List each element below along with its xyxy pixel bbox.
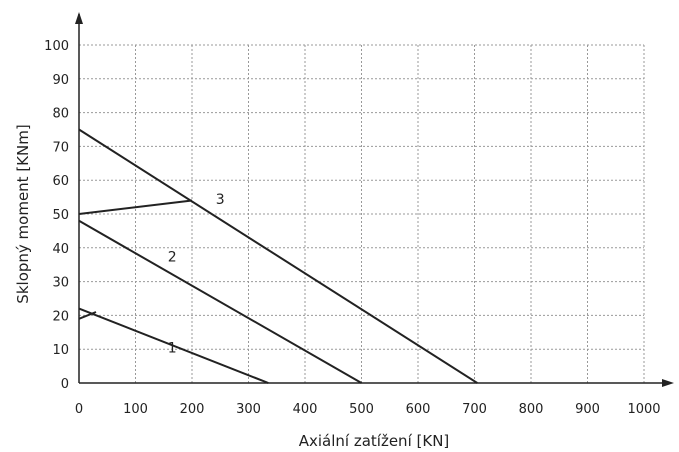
y-axis-arrow <box>75 12 83 24</box>
y-tick-label: 20 <box>52 309 69 324</box>
curve-label-3: 3 <box>216 192 225 208</box>
y-tick-label: 90 <box>52 73 69 88</box>
x-axis-title: Axiální zatížení [KN] <box>299 432 450 450</box>
x-tick-label: 600 <box>406 402 431 417</box>
y-tick-label: 30 <box>52 276 69 291</box>
x-tick-label: 400 <box>293 402 318 417</box>
x-tick-label: 500 <box>349 402 374 417</box>
y-tick-label: 10 <box>52 343 69 358</box>
y-tick-label: 60 <box>52 174 69 189</box>
curve-label-2: 2 <box>168 249 177 265</box>
curve-label-1: 1 <box>168 341 177 357</box>
x-tick-label: 800 <box>519 402 544 417</box>
y-axis-title: Sklopný moment [KNm] <box>14 124 32 303</box>
x-tick-label: 0 <box>75 402 83 417</box>
y-tick-label: 50 <box>52 208 69 223</box>
curve-labels: 1 2 3 <box>168 192 225 357</box>
x-tick-label: 300 <box>236 402 261 417</box>
y-tick-label: 100 <box>44 39 69 54</box>
x-tick-label: 100 <box>123 402 148 417</box>
y-tick-label: 40 <box>52 242 69 257</box>
grid <box>79 44 645 383</box>
x-tick-label: 1000 <box>627 402 660 417</box>
y-tick-label: 0 <box>61 377 69 392</box>
x-tick-labels: 0 100 200 300 400 500 600 700 800 900 1000 <box>75 402 661 417</box>
series-line-1 <box>78 311 97 320</box>
x-axis-arrow <box>662 379 674 387</box>
y-tick-label: 70 <box>52 140 69 155</box>
series-line-1 <box>78 307 269 384</box>
x-tick-label: 700 <box>462 402 487 417</box>
y-tick-label: 80 <box>52 107 69 122</box>
series-line-3 <box>78 128 478 384</box>
series-lines <box>78 128 478 384</box>
series-line-2 <box>78 219 362 384</box>
x-tick-label: 900 <box>575 402 600 417</box>
y-tick-labels: 0 10 20 30 40 50 60 70 80 90 100 <box>44 39 69 392</box>
series-line-3 <box>78 199 193 215</box>
axes <box>75 12 674 387</box>
x-tick-label: 200 <box>180 402 205 417</box>
